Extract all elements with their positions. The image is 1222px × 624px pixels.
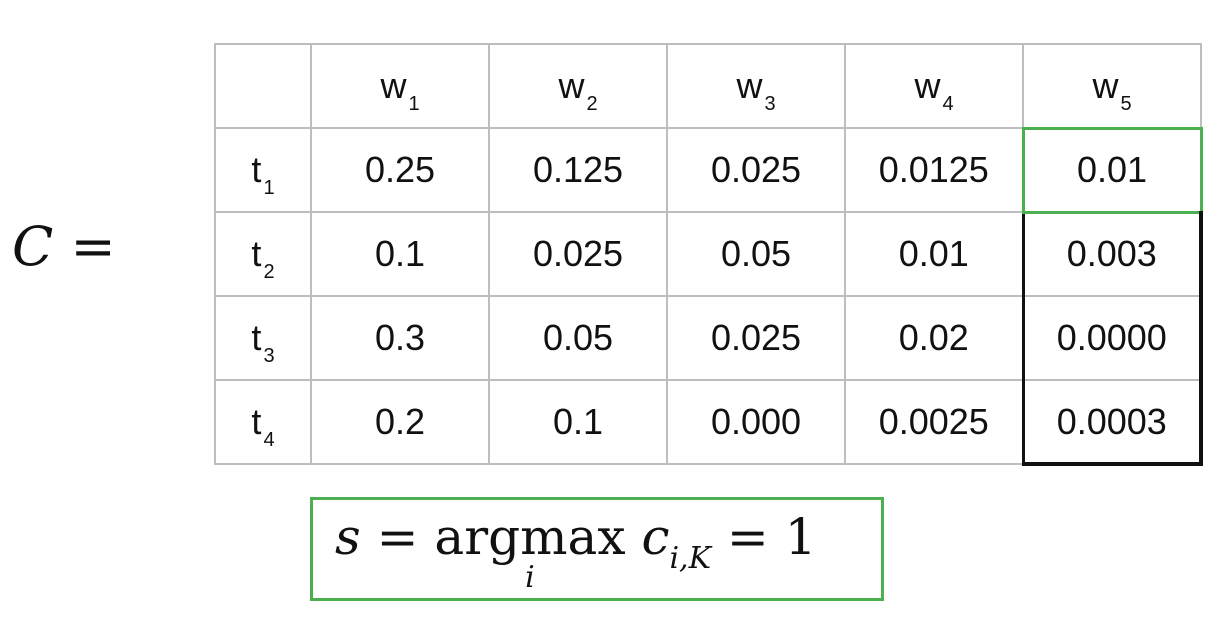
matrix-name: C xyxy=(12,215,54,278)
equals-sign: = xyxy=(70,215,116,278)
table-cell: 0.1 xyxy=(310,211,490,297)
formula-lhs: s xyxy=(335,508,361,566)
table-cell: 0.025 xyxy=(666,127,846,213)
matrix-label: C = xyxy=(12,212,116,282)
table-cell: 0.3 xyxy=(310,295,490,381)
table-cell: 0.0025 xyxy=(844,379,1024,465)
table-cell: 0.025 xyxy=(488,211,668,297)
table-cell: 0.000 xyxy=(666,379,846,465)
argmax-operator: argmax i xyxy=(434,508,626,595)
table-cell: 0.25 xyxy=(310,127,490,213)
operator-subscript: i xyxy=(525,560,535,595)
formula-term: c xyxy=(641,508,670,566)
table-cell: 0.01 xyxy=(844,211,1024,297)
formula-equals: = xyxy=(376,508,419,566)
operator-label: argmax xyxy=(434,508,626,566)
highlighted-cell: 0.01 xyxy=(1021,126,1203,214)
last-column-cell: 0.003 xyxy=(1021,211,1203,297)
table-cell: 0.0125 xyxy=(844,127,1024,213)
formula-equals-2: = xyxy=(726,508,769,566)
last-column-cell: 0.0000 xyxy=(1021,295,1203,381)
table-cell: 0.05 xyxy=(488,295,668,381)
formula-rhs: 1 xyxy=(784,508,817,566)
table-cell: 0.1 xyxy=(488,379,668,465)
table-cell: 0.125 xyxy=(488,127,668,213)
corner-cell xyxy=(214,43,312,129)
table-cell: 0.02 xyxy=(844,295,1024,381)
argmax-formula: s = argmax i ci,K = 1 xyxy=(310,497,884,601)
table-cell: 0.2 xyxy=(310,379,490,465)
formula-term-subscript: i,K xyxy=(669,541,711,576)
table-cell: 0.025 xyxy=(666,295,846,381)
last-column-cell: 0.0003 xyxy=(1021,379,1203,466)
table-cell: 0.05 xyxy=(666,211,846,297)
